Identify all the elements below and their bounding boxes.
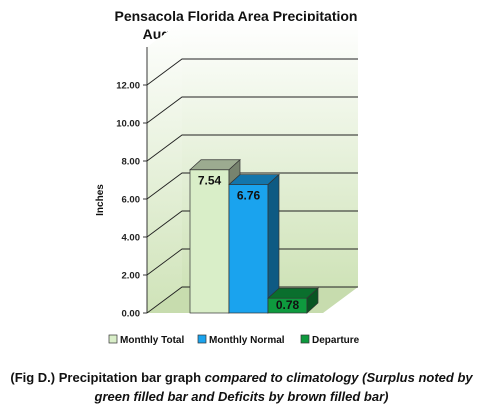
legend-label: Departure xyxy=(312,335,360,346)
bar-side xyxy=(306,287,319,314)
legend-swatch xyxy=(197,334,207,344)
y-tick-label: 10.00 xyxy=(116,119,140,130)
gridline xyxy=(146,58,358,86)
precipitation-chart: Pensacola Florida Area Precipitation Aug… xyxy=(95,8,360,346)
gridline xyxy=(146,134,358,162)
gridline xyxy=(146,286,358,314)
gridline xyxy=(146,248,358,276)
legend-swatch xyxy=(108,334,118,344)
chart-title-line1: Pensacola Florida Area Precipitation xyxy=(114,8,357,24)
bar-front xyxy=(228,184,269,314)
bar-data-label: 0.78 xyxy=(276,298,300,312)
caption-prefix: (Fig D.) Precipitation bar graph xyxy=(10,370,205,385)
legend-swatch xyxy=(300,334,310,344)
chart-side-wall xyxy=(147,21,182,313)
bar-data-label: 7.54 xyxy=(198,174,222,188)
y-tick-label: 6.00 xyxy=(122,195,141,206)
caption-italic: compared to climatology (Surplus noted b… xyxy=(94,370,473,404)
bar-data-label: 6.76 xyxy=(237,189,261,203)
y-tick-label: 2.00 xyxy=(122,271,141,282)
figure-caption: (Fig D.) Precipitation bar graph compare… xyxy=(0,368,483,406)
legend: Monthly Total Monthly Normal Departure xyxy=(108,334,360,346)
legend-label: Monthly Normal xyxy=(209,335,285,346)
legend-label: Monthly Total xyxy=(120,335,184,346)
gridline xyxy=(146,210,358,238)
y-tick-label: 12.00 xyxy=(116,81,140,92)
bar-1: 6.76 xyxy=(228,173,280,314)
y-tick-label: 8.00 xyxy=(122,157,141,168)
gridline xyxy=(146,172,358,200)
y-tick-label: 4.00 xyxy=(122,233,141,244)
y-tick-label: 0.00 xyxy=(122,309,141,320)
bar-2: 0.78 xyxy=(267,287,319,314)
y-axis-label: Inches xyxy=(95,184,106,216)
gridline xyxy=(146,96,358,124)
plot-area: 0.00 2.00 4.00 6.00 8.00 10.00 12.00 7.54 6.76 0.… xyxy=(116,21,358,320)
bar-front xyxy=(189,169,230,314)
